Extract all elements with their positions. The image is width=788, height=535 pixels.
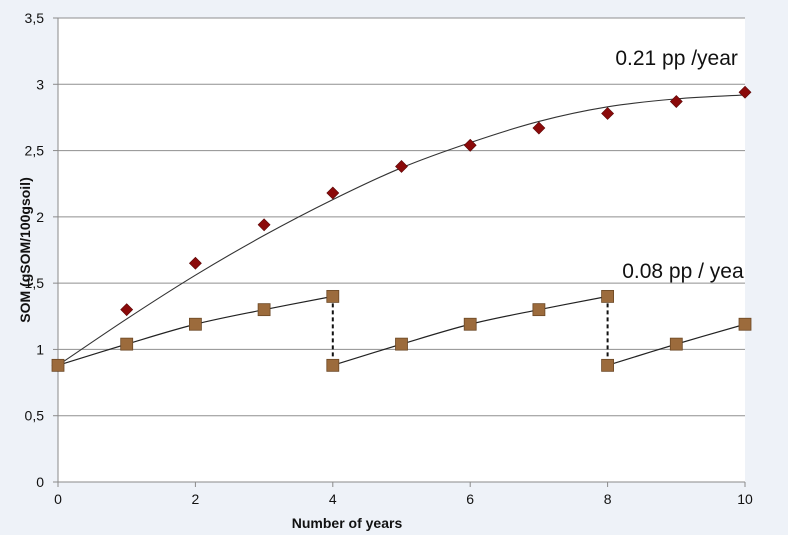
y-tick-label: 3 [36,76,44,92]
series-2-point [601,358,614,372]
rate-annotation: 0.21 pp /year [615,47,738,70]
x-tick-labels: 0 2 4 6 8 10 [54,491,753,507]
y-tick-label: 3,5 [25,10,45,26]
y-tick-label: 1,5 [25,275,45,291]
y-tick-label: 2,5 [25,143,45,159]
axes [57,18,745,483]
y-tick-labels: 0 0,5 1 1,5 2 2,5 3 3,5 [25,10,45,490]
series-1-point [188,256,202,270]
series-2-point [463,317,477,331]
series-2-point [601,289,614,303]
series-1-point [601,107,615,120]
series-1-point [463,138,477,152]
y-tick-label: 0,5 [25,408,45,424]
x-tick-label: 2 [192,491,200,507]
series-1-point [532,121,546,135]
series-1-point [120,303,134,317]
x-tick-label: 10 [737,491,753,507]
x-tick-label: 4 [329,491,337,507]
rate-annotation: 0.08 pp / yea [622,260,744,283]
annotations: 0.21 pp /year 0.08 pp / yea [615,47,744,283]
series-2-point [120,337,134,351]
series-1-point [395,160,408,173]
grid-lines [53,17,746,487]
series-1-point [738,85,752,99]
x-tick-label: 8 [604,491,612,507]
plot-area [58,18,745,482]
y-axis-title: SOM (gSOM/100gsoil) [17,177,33,322]
data-points [51,85,752,372]
x-tick-label: 6 [466,491,474,507]
series-2-point [326,289,340,303]
x-tick-label: 0 [54,491,62,507]
y-tick-label: 2 [36,209,44,225]
y-tick-label: 0 [36,474,44,490]
y-tick-label: 1 [36,341,44,357]
series-2-point [669,337,683,351]
series-1-point [257,218,271,232]
x-axis-title: Number of years [292,515,403,531]
series-1-point [669,95,683,108]
series-2-point [738,317,752,331]
series-2-point [188,317,202,331]
series-2-point [395,337,408,351]
series-2-point [326,358,340,372]
series-2-point [51,358,65,372]
series-1-point [326,186,340,200]
series-2-point [257,303,271,317]
series-2-point [532,303,546,317]
